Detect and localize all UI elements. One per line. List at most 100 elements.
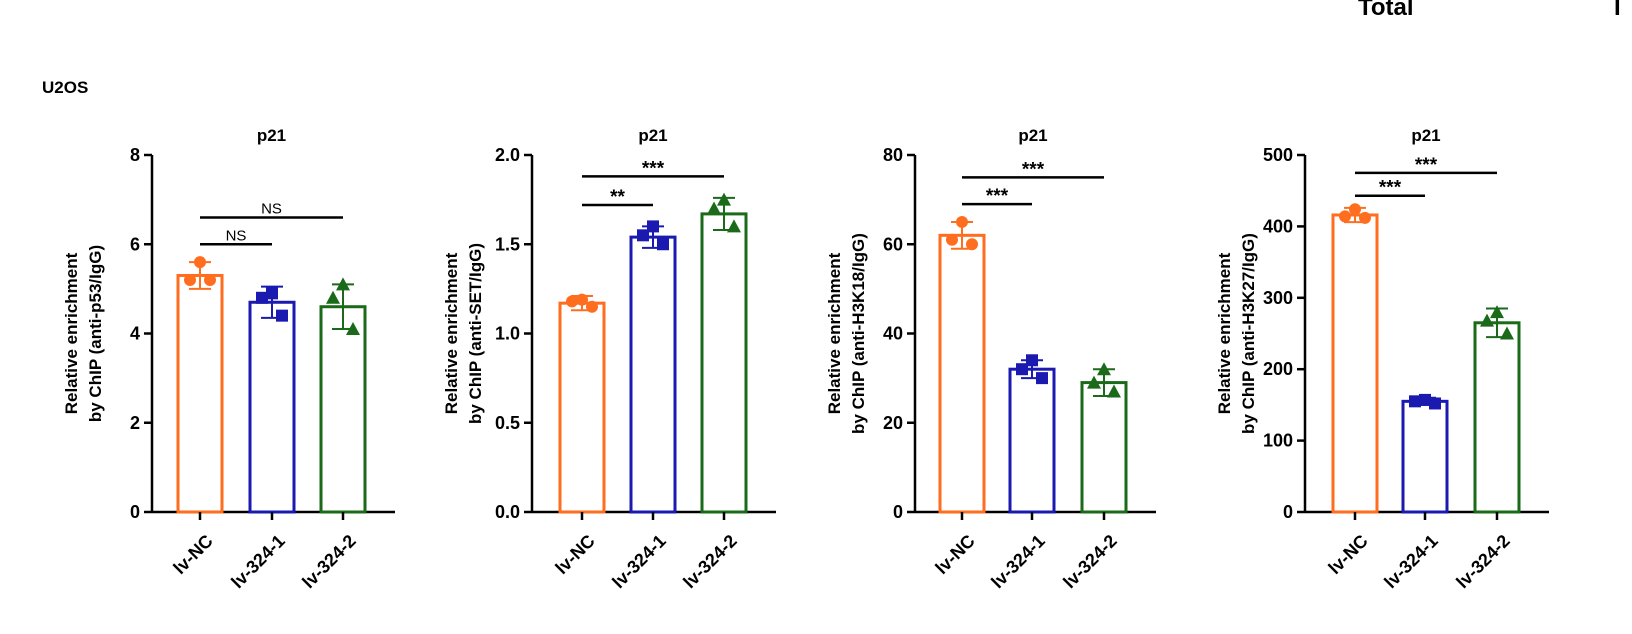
data-point bbox=[637, 229, 649, 242]
data-point bbox=[1419, 393, 1431, 406]
chart-title: p21 bbox=[638, 126, 667, 145]
data-point bbox=[966, 238, 978, 251]
y-axis-label-line: by ChIP (anti-H3K18/IgG) bbox=[849, 233, 868, 434]
data-point bbox=[1339, 210, 1351, 223]
y-axis-label: Relative enrichment by ChIP (anti-H3K27/I… bbox=[1215, 233, 1258, 434]
bar-lv-324-1 bbox=[248, 300, 296, 514]
y-tick-label: 0 bbox=[893, 502, 903, 522]
data-point bbox=[956, 215, 968, 228]
chart-title: p21 bbox=[1018, 126, 1047, 145]
data-point bbox=[946, 233, 958, 246]
y-tick-label: 20 bbox=[883, 413, 903, 433]
significance-label: NS bbox=[261, 200, 282, 217]
data-point bbox=[1097, 362, 1111, 376]
x-tick-label: lv-NC bbox=[169, 531, 216, 578]
y-tick-label: 60 bbox=[883, 234, 903, 254]
data-point bbox=[266, 287, 278, 300]
data-point bbox=[1026, 354, 1038, 367]
y-tick-label: 2.0 bbox=[495, 145, 520, 165]
data-point bbox=[1087, 375, 1101, 389]
cropped-top-label: Total bbox=[1358, 0, 1414, 21]
chart-title: p21 bbox=[257, 126, 286, 145]
x-tick-label: lv-324-2 bbox=[298, 531, 360, 593]
data-point bbox=[566, 295, 578, 308]
significance-label: *** bbox=[1379, 178, 1402, 199]
significance-label: NS bbox=[226, 227, 247, 244]
chart-3: p21 Relative enrichment by ChIP (anti-H3K1… bbox=[825, 126, 1156, 592]
y-tick-label: 0.5 bbox=[495, 413, 520, 433]
data-point bbox=[256, 291, 268, 304]
data-point bbox=[336, 277, 350, 291]
data-point bbox=[346, 322, 360, 336]
y-axis-label: Relative enrichment by ChIP (anti-p53/IgG… bbox=[62, 245, 105, 422]
x-tick-label: lv-324-1 bbox=[227, 531, 289, 593]
y-tick-label: 0.0 bbox=[495, 502, 520, 522]
data-point bbox=[1036, 372, 1048, 385]
bar-lv-324-1 bbox=[1401, 399, 1449, 514]
x-tick-label: lv-324-1 bbox=[1380, 531, 1442, 593]
y-tick-label: 1.0 bbox=[495, 324, 520, 344]
data-point bbox=[204, 273, 216, 286]
y-axis-label: Relative enrichment by ChIP (anti-SET/IgG… bbox=[442, 243, 485, 424]
significance-label: *** bbox=[1022, 159, 1045, 180]
panel-label: U2OS bbox=[42, 78, 89, 97]
y-axis-label-line: by ChIP (anti-H3K27/IgG) bbox=[1239, 233, 1258, 434]
significance-label: *** bbox=[642, 158, 665, 179]
bar-lv-NC bbox=[938, 233, 986, 514]
y-tick-label: 500 bbox=[1263, 145, 1293, 165]
chart-title: p21 bbox=[1411, 126, 1440, 145]
x-tick-label: lv-NC bbox=[551, 531, 598, 578]
y-axis-label-line: Relative enrichment bbox=[1215, 252, 1234, 414]
data-point bbox=[727, 219, 741, 233]
data-point bbox=[1490, 305, 1504, 319]
x-tick-label: lv-324-2 bbox=[1059, 531, 1121, 593]
y-tick-label: 8 bbox=[130, 145, 140, 165]
y-tick-label: 80 bbox=[883, 145, 903, 165]
bar-lv-NC bbox=[176, 273, 224, 514]
y-axis-label-line: by ChIP (anti-SET/IgG) bbox=[466, 243, 485, 424]
cropped-top-label-right: I bbox=[1614, 0, 1621, 21]
bar-lv-NC bbox=[558, 301, 606, 514]
data-point bbox=[1409, 395, 1421, 408]
data-point bbox=[1349, 203, 1361, 216]
y-axis-label-line: by ChIP (anti-p53/IgG) bbox=[86, 245, 105, 422]
bar-lv-324-1 bbox=[629, 235, 677, 514]
y-axis-label-line: Relative enrichment bbox=[825, 252, 844, 414]
y-tick-label: 300 bbox=[1263, 288, 1293, 308]
y-axis-label: Relative enrichment by ChIP (anti-H3K18/I… bbox=[825, 233, 868, 434]
y-tick-label: 400 bbox=[1263, 216, 1293, 236]
data-point bbox=[576, 293, 588, 306]
data-point bbox=[326, 290, 340, 304]
chart-2: p21 Relative enrichment by ChIP (anti-SET/… bbox=[442, 126, 776, 592]
data-point bbox=[1429, 397, 1441, 410]
y-tick-label: 1.5 bbox=[495, 234, 520, 254]
x-tick-label: lv-324-1 bbox=[608, 531, 670, 593]
bar-lv-324-2 bbox=[700, 212, 748, 514]
x-tick-label: lv-324-2 bbox=[679, 531, 741, 593]
y-tick-label: 200 bbox=[1263, 359, 1293, 379]
bar-lv-324-2 bbox=[319, 305, 367, 514]
x-tick-label: lv-NC bbox=[1324, 531, 1371, 578]
bar-lv-324-2 bbox=[1080, 381, 1128, 514]
bar-lv-324-2 bbox=[1473, 321, 1521, 514]
x-tick-label: lv-324-1 bbox=[987, 531, 1049, 593]
y-tick-label: 6 bbox=[130, 234, 140, 254]
data-point bbox=[717, 192, 731, 206]
significance-label: ** bbox=[610, 187, 625, 208]
y-tick-label: 0 bbox=[130, 502, 140, 522]
y-tick-label: 0 bbox=[1283, 502, 1293, 522]
y-tick-label: 4 bbox=[130, 324, 140, 344]
x-tick-label: lv-324-2 bbox=[1452, 531, 1514, 593]
data-point bbox=[276, 309, 288, 322]
x-tick-label: lv-NC bbox=[931, 531, 978, 578]
data-point bbox=[1480, 313, 1494, 327]
data-point bbox=[194, 256, 206, 269]
chart-1: p21 Relative enrichment by ChIP (anti-p53/… bbox=[62, 126, 395, 592]
y-axis-label-line: Relative enrichment bbox=[442, 252, 461, 414]
data-point bbox=[657, 238, 669, 251]
data-point bbox=[586, 300, 598, 313]
bar-lv-NC bbox=[1331, 213, 1379, 514]
data-point bbox=[707, 201, 721, 215]
